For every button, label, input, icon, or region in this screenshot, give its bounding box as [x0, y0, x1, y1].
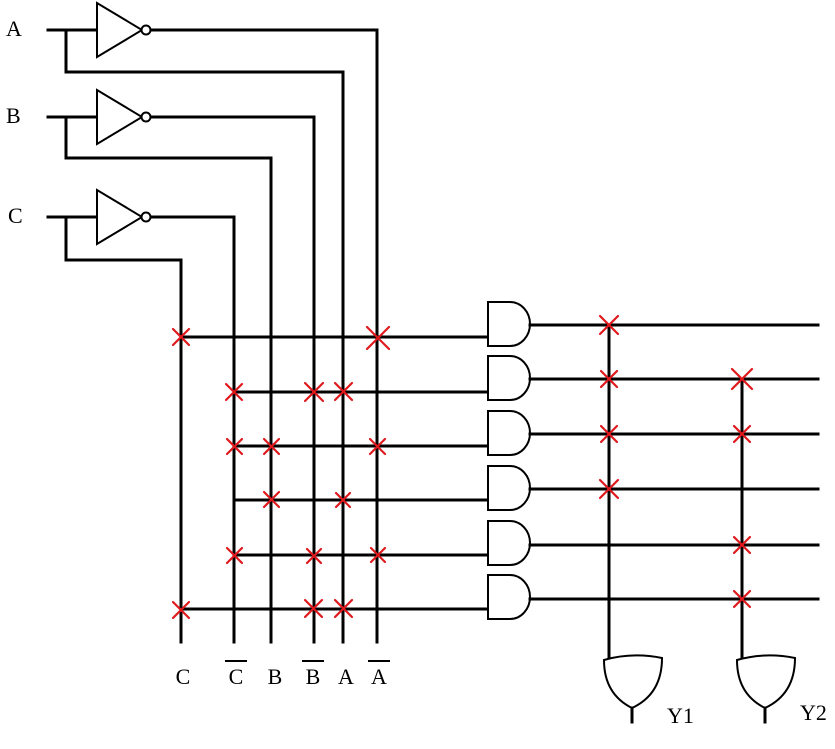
- not-gate-c: [96, 188, 144, 246]
- and-gate-4: [487, 465, 531, 511]
- and-gates: [487, 301, 531, 620]
- input-label-c: C: [8, 203, 23, 228]
- bus-labels: C C B B A A: [176, 660, 390, 689]
- bus-label-a: A: [338, 664, 354, 689]
- fuse-x: [369, 546, 387, 564]
- not-gate-b: [96, 88, 144, 146]
- fuse-x: [598, 314, 620, 336]
- fuse-x: [262, 490, 281, 509]
- fuse-x: [599, 369, 619, 389]
- fuse-x: [303, 598, 324, 619]
- input-label-b: B: [6, 103, 21, 128]
- fuse-x: [365, 325, 391, 351]
- fuse-x: [171, 600, 191, 620]
- input-label-a: A: [6, 16, 22, 41]
- fuse-x: [305, 547, 323, 565]
- fuse-marks: [171, 314, 754, 620]
- and-gate-2: [487, 355, 531, 401]
- fuse-x: [599, 424, 619, 444]
- inverter-bubble-c: [140, 211, 152, 223]
- and-gate-5: [487, 520, 531, 566]
- fuse-x: [225, 546, 244, 565]
- inverter-bubble-a: [140, 24, 152, 36]
- and-array-lines: [179, 335, 490, 611]
- and-output-lines: [528, 323, 820, 601]
- fuse-x: [732, 535, 752, 555]
- fuse-x: [333, 381, 354, 402]
- fuse-x: [262, 437, 281, 456]
- fuse-x: [334, 491, 352, 509]
- fuse-x: [224, 382, 244, 402]
- output-label-y1: Y1: [667, 703, 694, 728]
- inverter-bubble-b: [140, 111, 152, 123]
- or-gate-y2: [735, 654, 797, 724]
- or-gate-y1: [602, 654, 664, 724]
- input-b-section: B: [6, 88, 316, 644]
- fuse-x: [171, 327, 191, 347]
- fuse-x: [730, 367, 754, 391]
- bus-label-b-bar: B: [306, 664, 321, 689]
- not-gate-a: [96, 1, 144, 59]
- input-c-section: C: [8, 188, 236, 644]
- fuse-x: [333, 598, 354, 619]
- bus-label-c-bar: C: [229, 664, 244, 689]
- and-gate-3: [487, 410, 531, 456]
- input-a-section: A: [6, 1, 379, 644]
- fuse-x: [732, 424, 752, 444]
- and-gate-1: [487, 301, 531, 347]
- and-gate-6: [487, 574, 531, 620]
- fuse-x: [368, 437, 387, 456]
- bus-label-b: B: [268, 664, 283, 689]
- fuse-x: [225, 437, 244, 456]
- fuse-x: [303, 381, 325, 403]
- fuse-x: [598, 478, 620, 500]
- bus-label-c: C: [176, 664, 191, 689]
- bus-label-a-bar: A: [371, 664, 387, 689]
- fuse-x: [732, 589, 752, 609]
- output-label-y2: Y2: [800, 700, 827, 725]
